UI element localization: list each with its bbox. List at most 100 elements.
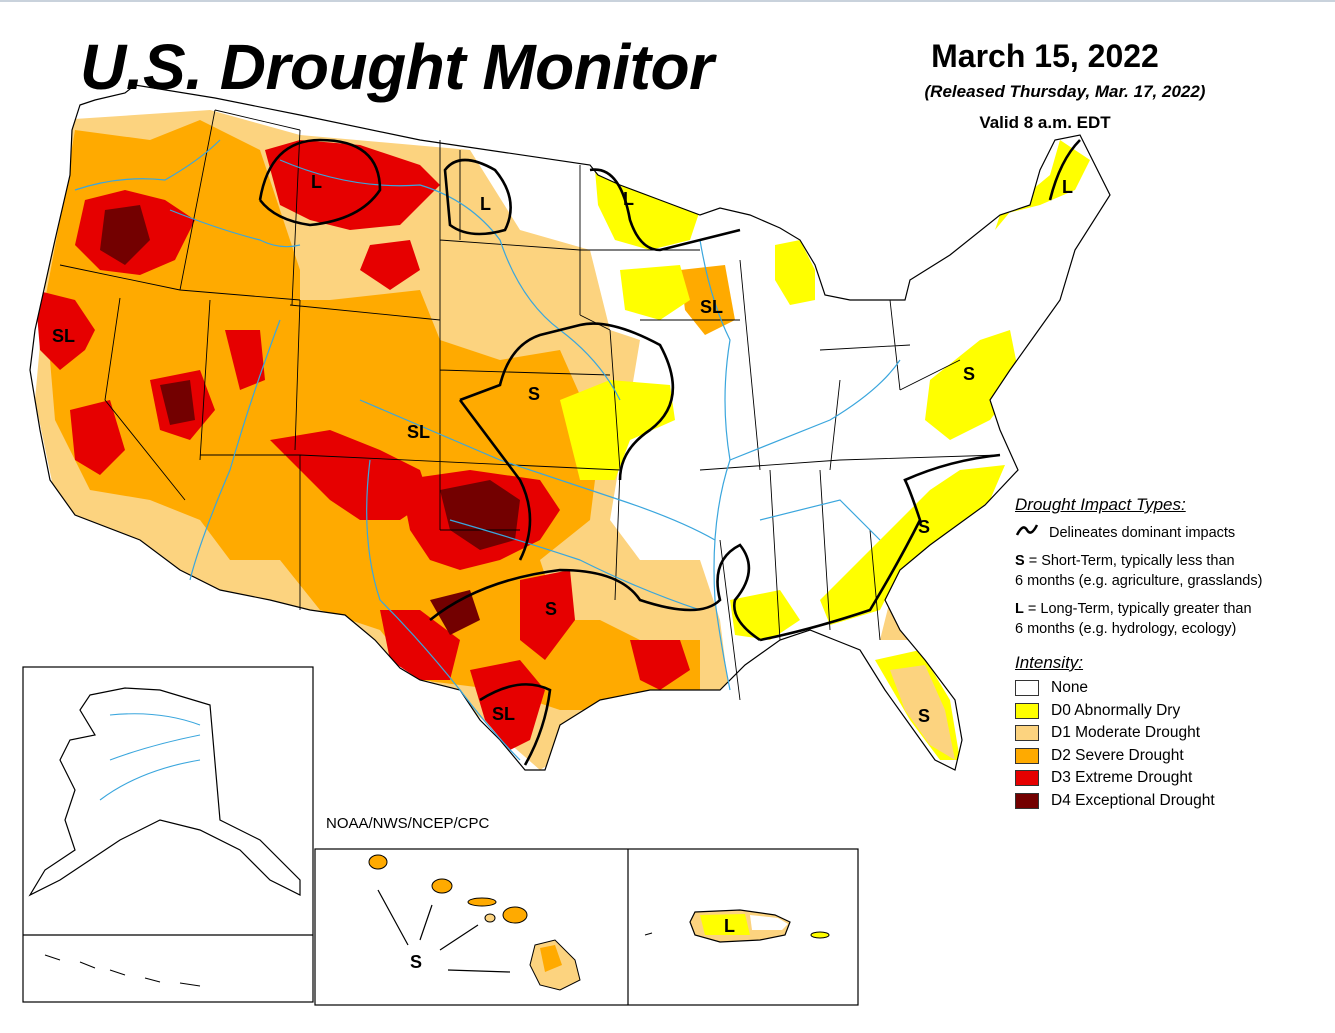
river-snake — [169, 209, 301, 248]
label-texas-south: SL — [492, 704, 515, 724]
island-oahu — [431, 878, 453, 894]
river-ohio — [729, 359, 901, 461]
d0-area-midatlantic — [925, 330, 1020, 440]
intensity-swatch — [1015, 747, 1039, 764]
d3-area-west-tx — [380, 610, 460, 680]
impact-line-minnesota — [589, 168, 741, 252]
state-lines-central — [439, 249, 1001, 701]
legend: Drought Impact Types: Delineates dominan… — [1015, 495, 1325, 812]
alaska-rivers — [99, 713, 201, 801]
intensity-swatch — [1015, 792, 1039, 809]
impact-boundaries — [258, 138, 1081, 766]
vieques — [810, 931, 830, 939]
river-red — [449, 519, 701, 611]
source-credit: NOAA/NWS/NCEP/CPC — [326, 815, 490, 832]
intensity-item: None — [1015, 677, 1325, 700]
aleutians — [44, 954, 201, 987]
d3-area-ca — [35, 290, 95, 370]
label-florida: S — [918, 706, 930, 726]
intensity-item: D1 Moderate Drought — [1015, 722, 1325, 745]
d3-area-central-tx — [520, 570, 575, 660]
d0-area-ia — [620, 265, 690, 320]
d2-area-mn-ia — [680, 265, 735, 335]
puerto-rico-d0 — [700, 914, 750, 935]
impact-line-kansas — [459, 322, 675, 481]
mona-island — [644, 932, 653, 936]
short-term-line2: 6 months (e.g. agriculture, grasslands) — [1015, 573, 1263, 589]
d2-area-west — [45, 120, 700, 710]
intensity-swatch — [1015, 702, 1039, 719]
impact-delineates-item: Delineates dominant impacts — [1015, 521, 1325, 543]
river-tennessee — [759, 499, 881, 541]
intensity-item: D4 Exceptional Drought — [1015, 790, 1325, 813]
impact-line-montana — [258, 138, 382, 227]
island-hawaii-d2 — [540, 945, 562, 972]
impact-line-oklahoma — [458, 399, 532, 561]
d1-area-florida — [890, 665, 955, 760]
map-title: U.S. Drought Monitor — [80, 31, 714, 103]
island-maui — [502, 906, 528, 924]
d4-area-ok — [440, 480, 520, 550]
label-kansas: S — [528, 384, 540, 404]
d4-area-nv — [160, 380, 195, 425]
conus-boundaries — [29, 84, 1111, 771]
intensity-label: D4 Exceptional Drought — [1051, 791, 1215, 809]
d3-area-ut — [225, 330, 265, 390]
island-kauai — [368, 854, 388, 870]
d0-area-mi — [775, 240, 815, 305]
impact-line-southeast — [759, 453, 1001, 642]
long-term-line2: 6 months (e.g. hydrology, ecology) — [1015, 621, 1237, 637]
d3-area-south-tx — [470, 660, 545, 750]
label-colorado: SL — [407, 422, 430, 442]
label-hawaii: S — [410, 952, 422, 972]
island-molokai — [467, 897, 497, 907]
intensity-swatch — [1015, 770, 1039, 787]
d4-area-tx — [430, 590, 480, 635]
release-date: (Released Thursday, Mar. 17, 2022) — [924, 82, 1206, 101]
rivers — [74, 139, 901, 761]
intensity-swatch — [1015, 725, 1039, 742]
intensity-heading: Intensity: — [1015, 653, 1084, 672]
alaska-inset — [22, 666, 314, 1003]
intensity-label: D1 Moderate Drought — [1051, 724, 1201, 742]
top-border — [0, 0, 1335, 2]
intensity-item: D0 Abnormally Dry — [1015, 700, 1325, 723]
label-california: SL — [52, 326, 75, 346]
d0-area-ms-al — [730, 590, 800, 640]
intensity-list: None D0 Abnormally Dry D1 Moderate Droug… — [1015, 677, 1325, 812]
long-term-key: L — [1015, 601, 1024, 617]
intensity-item: D2 Severe Drought — [1015, 745, 1325, 768]
conus-outline — [29, 84, 1111, 771]
valid-time: Valid 8 a.m. EDT — [979, 113, 1111, 132]
impact-long-term-item: L = Long-Term, typically greater than 6 … — [1015, 599, 1325, 639]
impact-delineates-text: Delineates dominant impacts — [1049, 525, 1236, 541]
impact-line-north-dakota — [443, 158, 512, 236]
d3-area-se-tx — [630, 640, 690, 690]
label-maryland: S — [963, 364, 975, 384]
alaska-shape — [28, 687, 301, 897]
impact-line-texas — [429, 543, 761, 642]
impact-line-texas-south — [479, 683, 552, 766]
river-missouri — [279, 159, 621, 401]
intensity-label: D3 Extreme Drought — [1051, 769, 1193, 787]
river-columbia — [74, 139, 221, 191]
label-montana: L — [311, 172, 322, 192]
island-lanai — [484, 913, 496, 923]
state-lines-west — [59, 109, 621, 610]
d3-area-mt — [265, 140, 440, 230]
long-term-line1: = Long-Term, typically greater than — [1023, 601, 1252, 617]
map-date: March 15, 2022 — [931, 38, 1159, 74]
label-texas-central: S — [545, 599, 557, 619]
impact-line-maine — [1048, 139, 1081, 201]
intensity-label: None — [1051, 679, 1089, 697]
d4-area-or — [100, 205, 150, 265]
impact-types-heading: Drought Impact Types: — [1015, 495, 1186, 514]
river-colorado — [189, 319, 281, 581]
label-north-dakota: L — [480, 194, 491, 214]
hawaii-label-lines — [377, 889, 511, 973]
intensity-label: D2 Severe Drought — [1051, 746, 1184, 764]
puerto-rico-inset — [644, 909, 830, 943]
short-term-line1: = Short-Term, typically less than — [1024, 553, 1235, 569]
intensity-swatch — [1015, 680, 1039, 697]
